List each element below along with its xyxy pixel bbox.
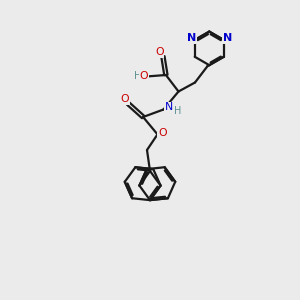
- Text: O: O: [155, 47, 164, 57]
- Text: H: H: [134, 71, 142, 81]
- Text: O: O: [140, 71, 148, 81]
- Text: H: H: [174, 106, 181, 116]
- Text: O: O: [121, 94, 129, 104]
- Text: N: N: [187, 34, 196, 44]
- Text: O: O: [158, 128, 167, 138]
- Text: N: N: [164, 102, 173, 112]
- Text: N: N: [223, 34, 232, 44]
